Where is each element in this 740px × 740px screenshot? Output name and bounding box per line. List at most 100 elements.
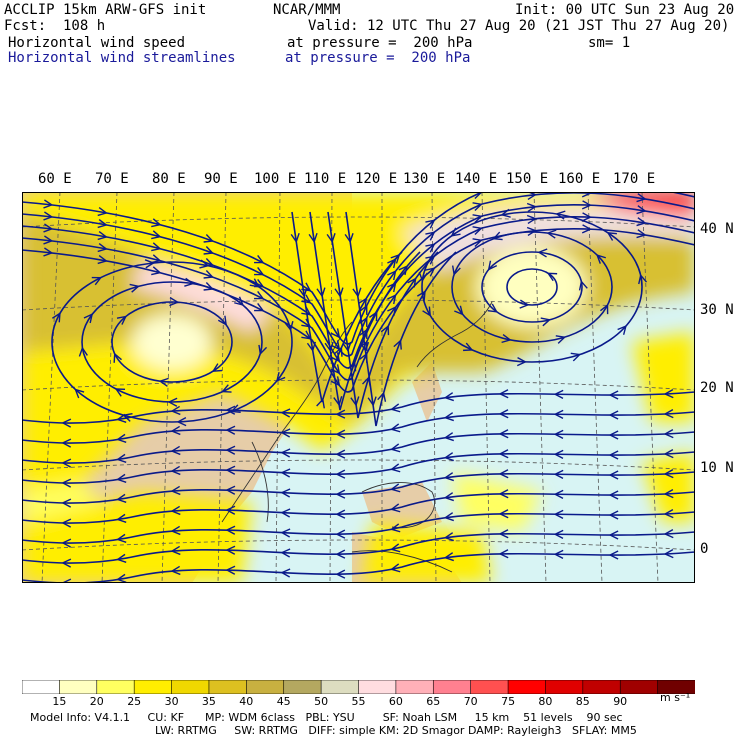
- streamline-arrow: [425, 219, 435, 229]
- streamline-arrow: [203, 282, 214, 291]
- streamline-arrow: [117, 513, 127, 523]
- streamline-arrow: [609, 490, 619, 500]
- lon-label: 170 E: [613, 171, 656, 187]
- streamline-arrow: [664, 549, 674, 559]
- streamline: [481, 251, 583, 323]
- streamline-arrow: [664, 449, 674, 459]
- field1-name: Horizontal wind speed: [8, 35, 186, 51]
- streamline-arrow: [444, 432, 454, 442]
- streamline-arrow: [380, 325, 390, 336]
- streamline-arrow: [664, 469, 674, 479]
- streamline-arrow: [444, 472, 454, 482]
- streamline-arrow: [168, 397, 178, 407]
- streamline: [451, 231, 613, 343]
- streamline-arrow: [344, 232, 354, 243]
- streamline-arrow: [281, 528, 291, 538]
- streamline-arrow: [499, 509, 509, 519]
- streamline-arrow: [117, 573, 127, 583]
- streamline-arrow: [501, 208, 511, 218]
- streamline-arrow: [607, 232, 617, 241]
- colorbar-swatch: [171, 680, 210, 694]
- streamline-arrow: [393, 340, 402, 350]
- streamline-arrow: [97, 206, 107, 217]
- colorbar-swatch: [59, 680, 98, 694]
- streamline-arrow: [116, 315, 127, 325]
- streamline-arrow: [472, 214, 482, 223]
- streamline-arrow: [554, 389, 564, 399]
- colorbar-swatch: [582, 680, 622, 694]
- streamline-arrow: [51, 312, 61, 323]
- streamline-arrow: [226, 565, 236, 575]
- streamline-arrow: [387, 270, 397, 281]
- streamline-arrow: [350, 396, 360, 406]
- colorbar-swatch: [507, 680, 547, 694]
- lat-label: 30 N: [700, 302, 734, 318]
- streamline-arrow: [444, 492, 454, 502]
- wind-map: [22, 192, 695, 583]
- streamline-arrow: [581, 200, 591, 210]
- lon-label: 100 E: [254, 171, 297, 187]
- field2-name: Horizontal wind streamlines: [8, 50, 236, 66]
- streamline-arrow: [281, 568, 291, 578]
- streamline: [345, 211, 457, 427]
- streamline-arrow: [554, 469, 564, 479]
- colorbar-level-label: 85: [575, 695, 590, 708]
- streamline-arrow: [231, 404, 241, 414]
- streamline-arrow: [554, 429, 564, 439]
- streamline-arrow: [281, 488, 291, 498]
- lon-label: 110 E: [304, 171, 347, 187]
- streamline-arrow: [391, 443, 401, 453]
- streamline-arrow: [444, 392, 454, 402]
- streamline-arrow: [62, 458, 72, 468]
- streamline-arrow: [554, 549, 564, 559]
- colorbar: [22, 680, 695, 694]
- lat-label: 20 N: [700, 380, 734, 396]
- streamline-arrow: [117, 493, 127, 503]
- colorbar-swatch: [432, 680, 472, 694]
- smoothing-label: sm= 1: [588, 35, 631, 51]
- streamline: [22, 192, 695, 357]
- colorbar-level-label: 40: [239, 695, 254, 708]
- streamline-arrow: [117, 473, 127, 483]
- streamline-arrow: [444, 412, 454, 422]
- streamline-arrow: [463, 342, 473, 352]
- streamline-arrow: [526, 214, 536, 225]
- streamline-arrow: [609, 390, 619, 400]
- streamline-arrow: [306, 341, 317, 351]
- streamline-arrow: [444, 452, 454, 462]
- colorbar-level-label: 30: [164, 695, 179, 708]
- streamline-arrow: [391, 403, 401, 413]
- streamline-arrow: [117, 533, 127, 543]
- streamline-arrow: [609, 430, 619, 440]
- streamline-arrow: [554, 509, 564, 519]
- streamline-arrow: [609, 510, 619, 520]
- streamline-arrow: [499, 469, 509, 479]
- streamline-arrow: [499, 389, 509, 399]
- streamline-arrow: [336, 569, 346, 579]
- colorbar-swatch: [545, 680, 584, 694]
- streamline-arrow: [444, 532, 454, 542]
- lon-label: 60 E: [38, 171, 72, 187]
- streamline-arrow: [581, 224, 591, 234]
- streamline-arrow: [425, 243, 435, 253]
- lat-label: 10 N: [700, 460, 734, 476]
- colorbar-level-label: 50: [314, 695, 329, 708]
- map-border: [22, 192, 695, 583]
- streamline-arrow: [171, 465, 181, 476]
- colorbar-swatch: [96, 680, 135, 694]
- streamline-arrow: [290, 232, 300, 243]
- model-info-line2: LW: RRTMG SW: RRTMG DIFF: simple KM: 2D …: [155, 724, 637, 737]
- streamline-arrow: [578, 281, 588, 291]
- streamline-arrow: [301, 306, 311, 316]
- streamline-arrow: [359, 329, 368, 339]
- streamline-arrow: [117, 413, 127, 423]
- streamline-arrow: [169, 297, 179, 307]
- streamline-arrow: [62, 518, 72, 528]
- lon-label: 130 E: [403, 171, 446, 187]
- streamline-arrow: [254, 303, 264, 312]
- colorbar-level-label: 65: [426, 695, 441, 708]
- streamline-arrow: [159, 377, 169, 387]
- streamline-arrow: [636, 229, 646, 239]
- model-title: ACCLIP 15km ARW-GFS init: [4, 2, 207, 18]
- streamline-arrow: [171, 425, 181, 436]
